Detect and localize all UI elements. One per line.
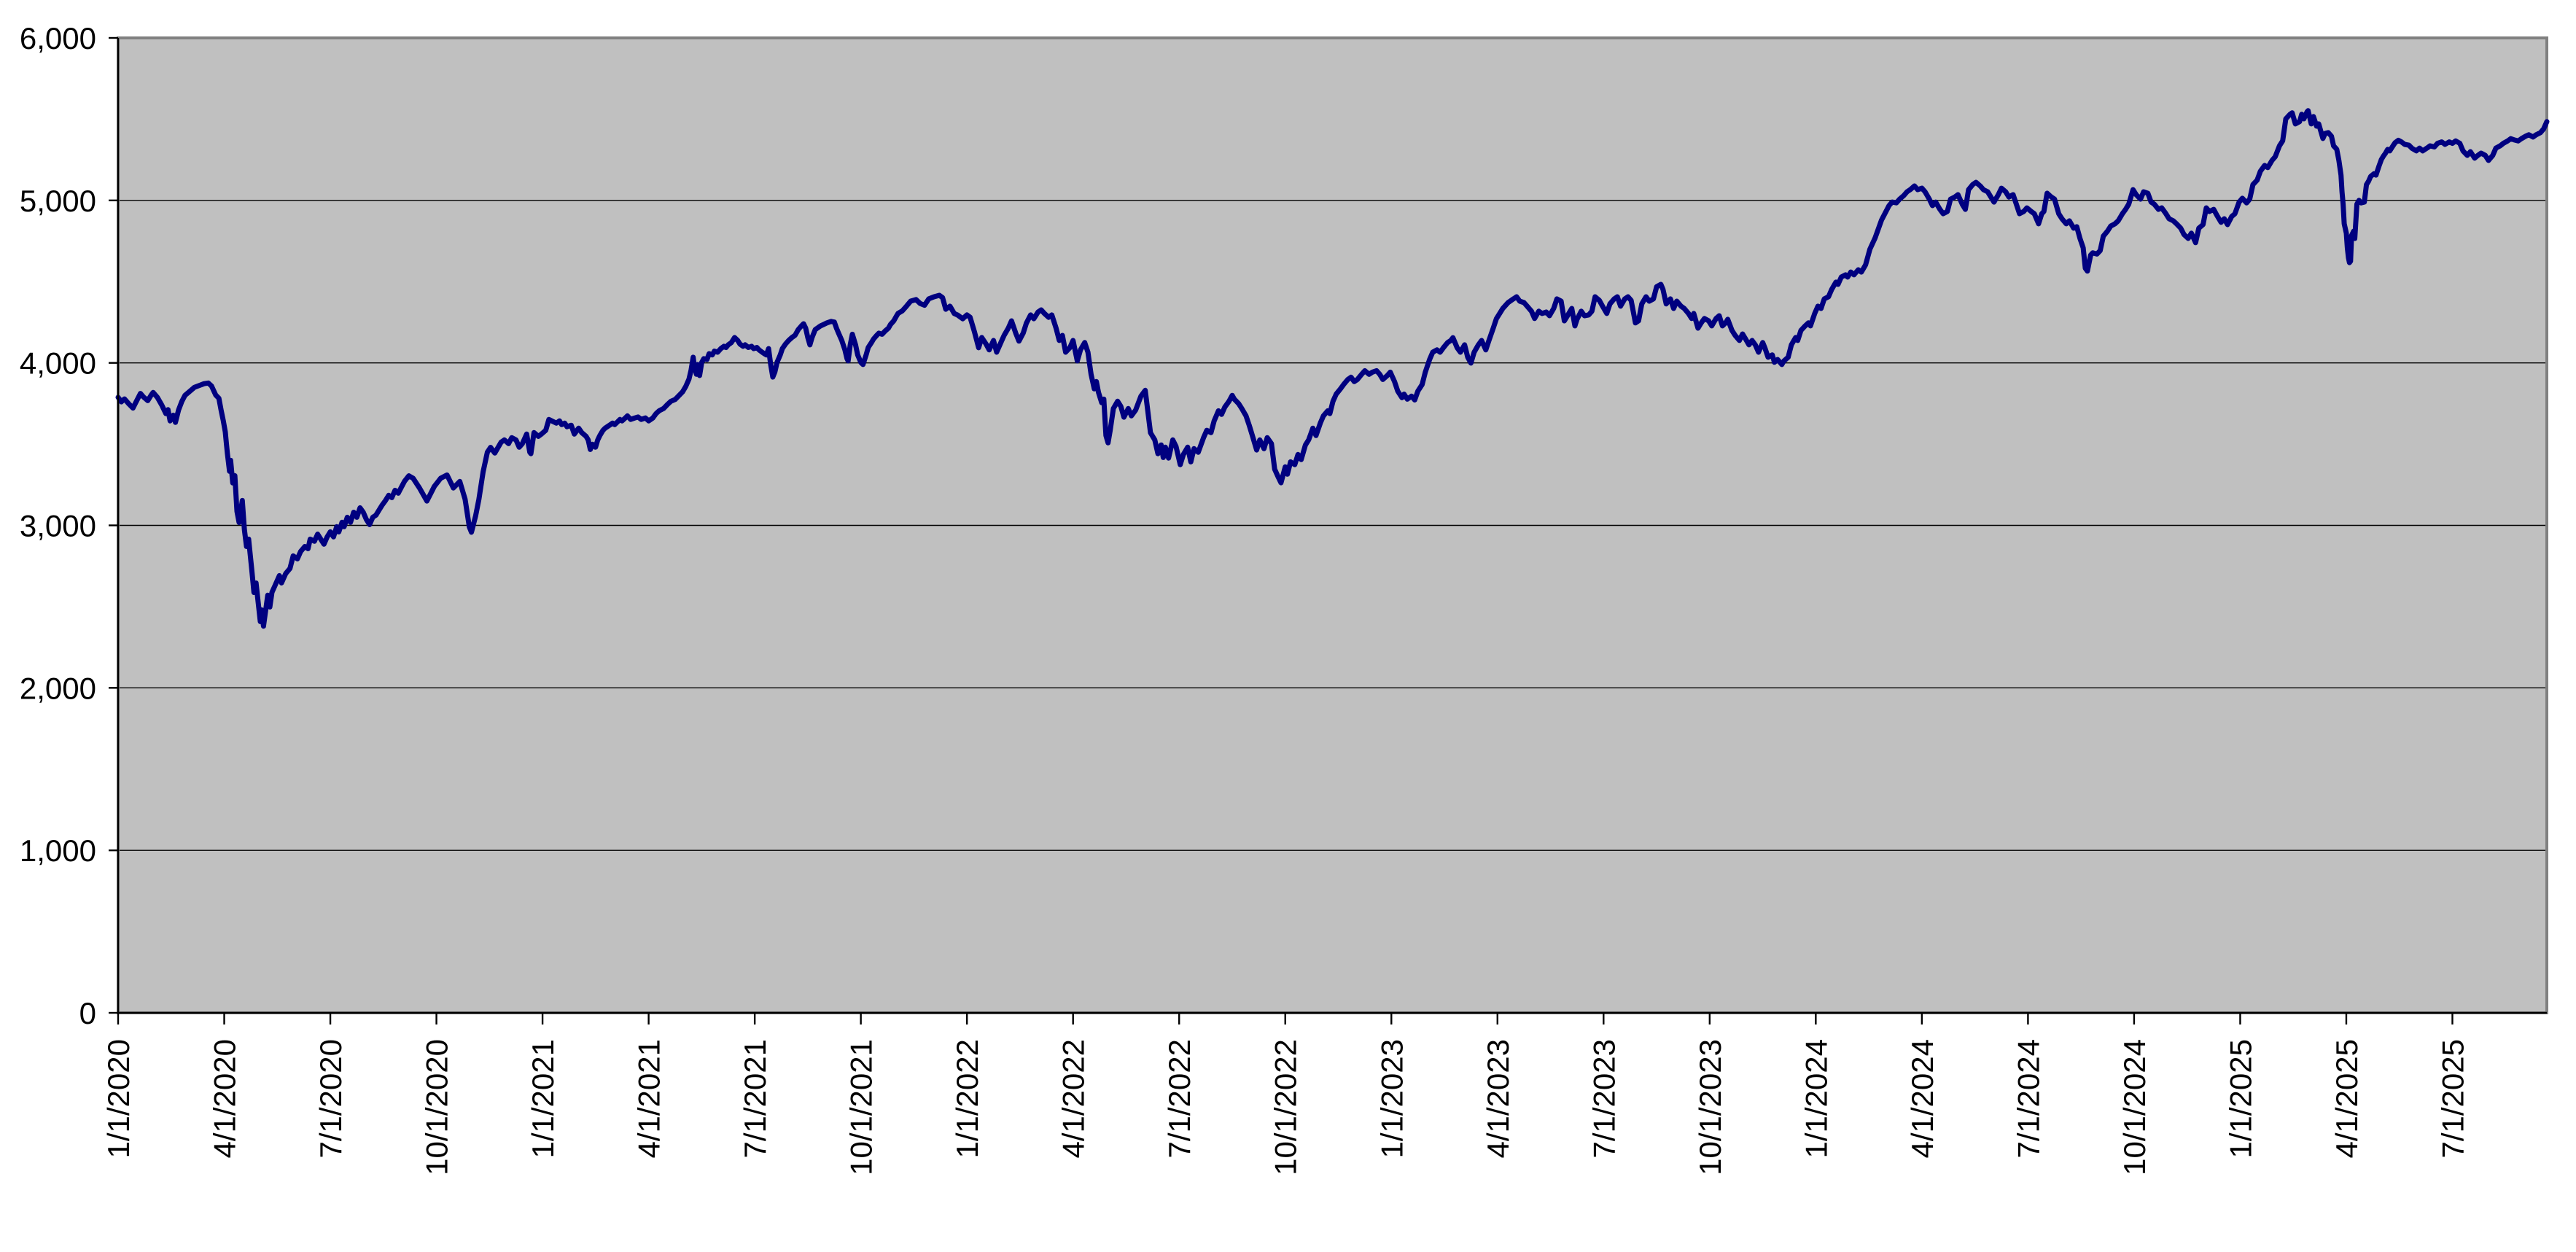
x-tick-label: 10/1/2022	[1269, 1039, 1303, 1175]
x-tick-label: 7/1/2021	[738, 1039, 772, 1159]
x-tick-label: 7/1/2022	[1162, 1039, 1196, 1159]
x-tick-label: 4/1/2023	[1481, 1039, 1515, 1159]
x-tick-label: 7/1/2025	[2435, 1039, 2470, 1159]
x-tick-label: 4/1/2021	[632, 1039, 666, 1159]
series-line	[115, 108, 2550, 629]
x-tick-label: 1/1/2021	[526, 1039, 560, 1159]
gridlines	[118, 200, 2547, 851]
x-tick-label: 10/1/2021	[844, 1039, 879, 1175]
x-tick-label: 10/1/2020	[420, 1039, 454, 1175]
y-axis: 0 1,000 2,000 3,000 4,000 5,000 6,000	[20, 21, 118, 1030]
x-tick-label: 1/1/2023	[1374, 1039, 1409, 1159]
y-tick-label: 4,000	[20, 346, 96, 381]
x-tick-label: 7/1/2023	[1587, 1039, 1621, 1159]
x-tick-label: 10/1/2024	[2117, 1039, 2152, 1175]
x-tick-label: 10/1/2023	[1693, 1039, 1727, 1175]
y-tick-label: 1,000	[20, 833, 96, 868]
y-tick-label: 5,000	[20, 184, 96, 218]
x-tick-label: 1/1/2020	[101, 1039, 136, 1159]
x-tick-label: 4/1/2025	[2330, 1039, 2364, 1159]
x-tick-label: 7/1/2020	[314, 1039, 348, 1159]
y-tick-label: 2,000	[20, 671, 96, 705]
x-tick-label: 4/1/2022	[1057, 1039, 1091, 1159]
y-tick-label: 0	[79, 996, 96, 1030]
y-tick-label: 3,000	[20, 509, 96, 543]
x-tick-label: 1/1/2025	[2223, 1039, 2257, 1159]
y-tick-label: 6,000	[20, 21, 96, 55]
x-tick-label: 4/1/2020	[208, 1039, 242, 1159]
x-tick-label: 7/1/2024	[2011, 1039, 2045, 1159]
x-tick-label: 1/1/2022	[950, 1039, 984, 1159]
x-tick-label: 1/1/2024	[1799, 1039, 1833, 1159]
x-tick-label: 4/1/2024	[1905, 1039, 1939, 1159]
x-axis: 1/1/2020 4/1/2020 7/1/2020 10/1/2020 1/1/202…	[101, 1013, 2470, 1175]
